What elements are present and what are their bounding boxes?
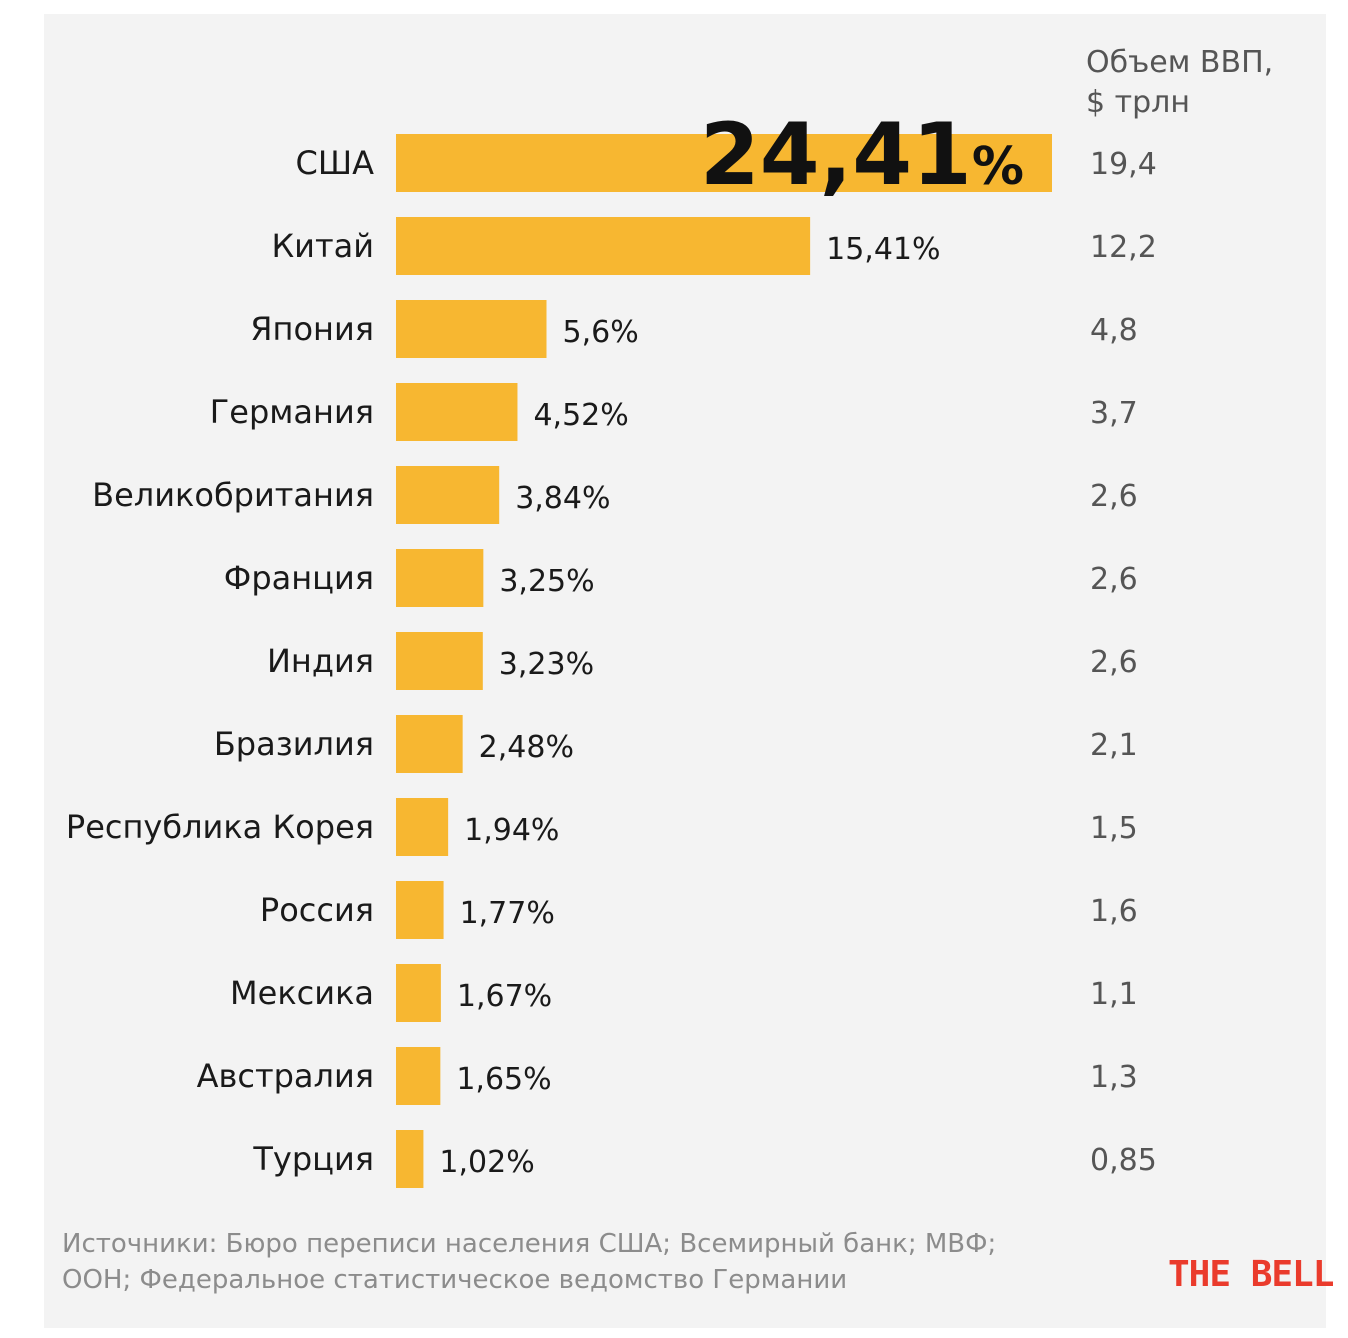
bar	[396, 466, 500, 524]
value-label: 1,67%	[457, 979, 552, 1014]
bar	[396, 300, 547, 358]
value-label: 1,65%	[456, 1062, 551, 1097]
value-label: 1,94%	[464, 813, 559, 848]
category-label: Германия	[210, 393, 374, 431]
value-label: 1,02%	[439, 1145, 534, 1180]
category-label: Россия	[260, 891, 374, 929]
bar	[396, 1130, 424, 1188]
gdp-value: 2,6	[1090, 479, 1138, 514]
bar	[396, 217, 811, 275]
category-label: Япония	[250, 310, 374, 348]
gdp-value: 1,3	[1090, 1060, 1138, 1095]
gdp-header-line: $ трлн	[1086, 85, 1190, 120]
gdp-value: 2,6	[1090, 562, 1138, 597]
bar	[396, 798, 449, 856]
bar	[396, 715, 463, 773]
gdp-value: 2,6	[1090, 645, 1138, 680]
value-label: 3,23%	[499, 647, 594, 682]
category-label: Китай	[271, 227, 374, 265]
bar	[396, 632, 483, 690]
gdp-value: 19,4	[1090, 147, 1157, 182]
category-label: Республика Корея	[66, 808, 374, 846]
gdp-value: 2,1	[1090, 728, 1138, 763]
bar	[396, 134, 1052, 192]
bar	[396, 383, 518, 441]
category-label: Турция	[252, 1140, 374, 1178]
bar	[396, 881, 444, 939]
category-label: Мексика	[230, 974, 374, 1012]
gdp-value: 1,5	[1090, 811, 1138, 846]
bar	[396, 964, 441, 1022]
category-label: Бразилия	[214, 725, 374, 763]
value-label: 1,77%	[460, 896, 555, 931]
value-label: 15,41%	[826, 232, 940, 267]
bar	[396, 1047, 441, 1105]
gdp-value: 0,85	[1090, 1143, 1157, 1178]
brand-logo: THE BELL	[1168, 1254, 1334, 1295]
value-label: 5,6%	[562, 315, 638, 350]
category-label: Австралия	[197, 1057, 374, 1095]
category-label: Индия	[267, 642, 374, 680]
value-label: 4,52%	[533, 398, 628, 433]
gdp-value: 12,2	[1090, 230, 1157, 265]
gdp-value: 1,6	[1090, 894, 1138, 929]
category-label: Великобритания	[92, 476, 374, 514]
gdp-value: 1,1	[1090, 977, 1138, 1012]
category-label: США	[296, 144, 375, 182]
bar-chart: Объем ВВП, $ трлн США 24,41% 19,4 Китай 15,41%…	[66, 45, 1273, 1188]
value-label: 24,41%	[700, 105, 1024, 205]
gdp-value: 3,7	[1090, 396, 1138, 431]
gdp-header-line: Объем ВВП,	[1086, 45, 1273, 80]
category-label: Франция	[224, 559, 374, 597]
value-label: 3,84%	[515, 481, 610, 516]
chart-card: Объем ВВП, $ трлн США 24,41% 19,4 Китай 15,41%…	[44, 14, 1326, 1328]
bar	[396, 549, 484, 607]
sources-footnote: Источники: Бюро переписи населения США; …	[62, 1229, 997, 1295]
gdp-value: 4,8	[1090, 313, 1138, 348]
value-label: 2,48%	[479, 730, 574, 765]
value-label: 3,25%	[499, 564, 594, 599]
